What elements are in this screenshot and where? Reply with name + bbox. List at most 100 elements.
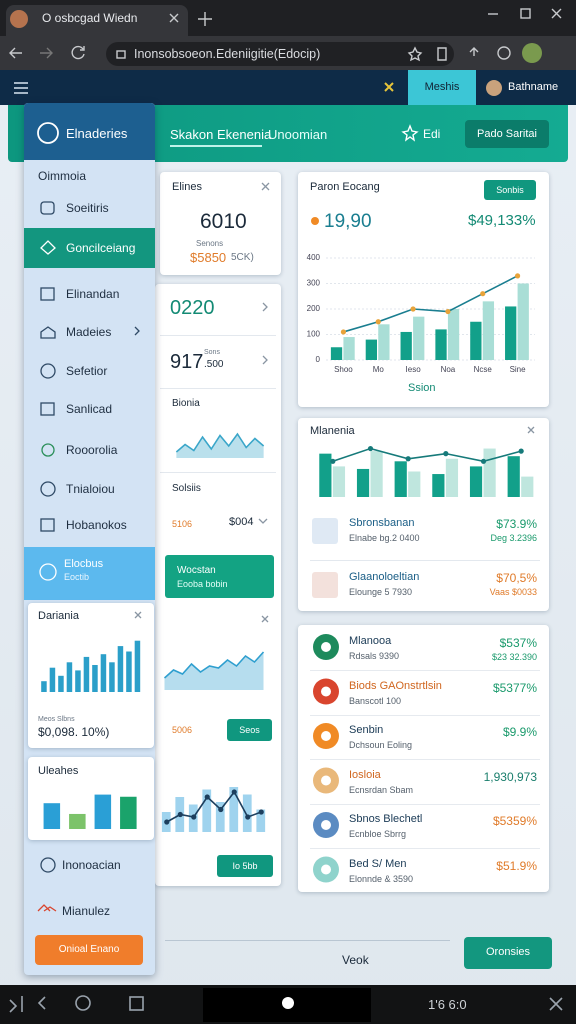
- row-subtitle: Banscotl 100: [349, 695, 402, 706]
- menu-icon[interactable]: [497, 46, 511, 60]
- url-text[interactable]: Inonsobsoeon.Edeniigitie(Edocip): [134, 47, 321, 61]
- close-icon[interactable]: [527, 426, 535, 434]
- nav-button-label[interactable]: Pado Saritai: [477, 128, 537, 140]
- sidebar-highlight-title[interactable]: Elocbus: [64, 558, 104, 570]
- nav-link[interactable]: Skakon Ekenenia: [170, 127, 272, 142]
- active-tab-label[interactable]: Meshis: [424, 81, 460, 93]
- panel-button[interactable]: [217, 855, 273, 877]
- star-icon[interactable]: [401, 124, 419, 142]
- nav-link[interactable]: Unoomian: [268, 127, 328, 142]
- profile-avatar[interactable]: [522, 43, 542, 63]
- footer-button[interactable]: [464, 937, 552, 969]
- nav-edit[interactable]: Edi: [423, 127, 441, 141]
- active-tab[interactable]: [408, 70, 476, 105]
- metric-note: 5CK): [231, 252, 254, 263]
- row-title[interactable]: Senbin: [349, 724, 384, 736]
- metric-amount: $5850: [190, 250, 227, 265]
- sidebar-button-label[interactable]: Onioal Enano: [58, 944, 120, 955]
- main-card-button[interactable]: [484, 180, 536, 200]
- point: [340, 329, 347, 335]
- sidebar-item[interactable]: Hobanokos: [66, 518, 127, 532]
- row-title[interactable]: Sbnos Blechetl: [349, 813, 423, 825]
- second-card: [298, 418, 549, 611]
- stat-caption: Sons: [204, 349, 220, 356]
- chevron[interactable]: [258, 518, 268, 524]
- bookmark-icon[interactable]: [407, 46, 423, 62]
- close-icon[interactable]: [261, 182, 270, 191]
- user-name[interactable]: Bathname: [508, 81, 559, 93]
- row-title: Sbronsbanan: [349, 517, 415, 529]
- sidebar-item[interactable]: Soeitiris: [66, 201, 109, 215]
- new-tab-icon[interactable]: [198, 12, 212, 26]
- row-title[interactable]: Bed S/ Men: [349, 857, 407, 870]
- sidebar-item[interactable]: Inonoacian: [62, 858, 121, 872]
- point: [164, 819, 170, 825]
- hamburger-icon[interactable]: [14, 82, 28, 94]
- sidebar-item[interactable]: Sefetior: [66, 364, 108, 378]
- sidebar-active[interactable]: [24, 228, 155, 268]
- close-icon[interactable]: [384, 82, 394, 92]
- chevron[interactable]: [262, 302, 268, 312]
- point: [445, 308, 451, 315]
- close-icon[interactable]: [134, 611, 142, 619]
- user-avatar[interactable]: [486, 80, 502, 96]
- panel-button[interactable]: [227, 719, 272, 741]
- bar: [394, 461, 407, 497]
- sys-clock[interactable]: [75, 995, 91, 1011]
- row-title[interactable]: Biods GAOnstrtlsin: [349, 679, 442, 692]
- chevron[interactable]: [262, 355, 268, 365]
- sidebar-item[interactable]: Madeies: [66, 325, 112, 339]
- bar: [330, 347, 343, 360]
- row-value: $51.9%: [496, 858, 537, 873]
- row-title[interactable]: Iosloia: [349, 768, 381, 781]
- card-button-label[interactable]: Sonbis: [496, 185, 524, 195]
- sys-back[interactable]: [9, 996, 23, 1013]
- back-icon[interactable]: [9, 47, 22, 59]
- url-field[interactable]: [106, 42, 454, 66]
- home-button[interactable]: [282, 997, 294, 1009]
- stat-value: 0220: [170, 297, 215, 319]
- line: [163, 651, 265, 679]
- panel-button-label[interactable]: Seos: [239, 725, 260, 735]
- maximize-icon[interactable]: [520, 8, 531, 19]
- bar: [69, 813, 86, 829]
- area: [164, 652, 264, 690]
- point: [204, 794, 210, 800]
- chart: [41, 640, 141, 692]
- lock-icon: [116, 50, 126, 59]
- panel-button-label[interactable]: Io 5bb: [232, 861, 258, 871]
- close-icon[interactable]: [261, 615, 269, 623]
- forward-icon[interactable]: [40, 47, 53, 59]
- promo-subtitle[interactable]: Eooba bobin: [177, 579, 228, 589]
- window-close-icon[interactable]: [551, 8, 562, 19]
- share-icon[interactable]: [469, 47, 479, 56]
- sidebar-item[interactable]: Tnialoiou: [66, 482, 115, 496]
- sys-recent[interactable]: [129, 996, 144, 1011]
- sidebar-item[interactable]: Goncilceiang: [66, 241, 136, 255]
- row-value: $5377%: [492, 680, 537, 695]
- browser-tab[interactable]: [6, 5, 188, 36]
- tab-favicon: [10, 10, 28, 28]
- nav-button[interactable]: [465, 120, 549, 148]
- sidebar-item[interactable]: Mianulez: [62, 904, 111, 918]
- close-tab-icon[interactable]: [169, 13, 179, 23]
- footer-button-label[interactable]: Oronsies: [485, 946, 531, 958]
- sidebar-icons: [37, 201, 140, 912]
- extension-icon[interactable]: [437, 47, 447, 61]
- status-dot: [311, 217, 319, 225]
- sidebar-highlight[interactable]: [24, 547, 155, 600]
- sys-nav[interactable]: [37, 996, 46, 1010]
- sidebar-button[interactable]: [35, 935, 143, 965]
- promo-card[interactable]: [165, 555, 274, 598]
- promo-title[interactable]: Wocstan: [177, 565, 216, 576]
- reload-icon[interactable]: [71, 45, 85, 60]
- sidebar-item[interactable]: Rooorolia: [66, 443, 118, 457]
- row-title[interactable]: Mlanooa: [349, 635, 392, 647]
- bar: [435, 329, 447, 360]
- sys-close[interactable]: [549, 997, 563, 1011]
- sidebar-item[interactable]: Elinandan: [66, 287, 120, 301]
- sidebar-item[interactable]: Sanlicad: [66, 402, 113, 416]
- sidebar-highlight-subtitle[interactable]: Eoctib: [64, 572, 90, 582]
- bar: [66, 662, 73, 692]
